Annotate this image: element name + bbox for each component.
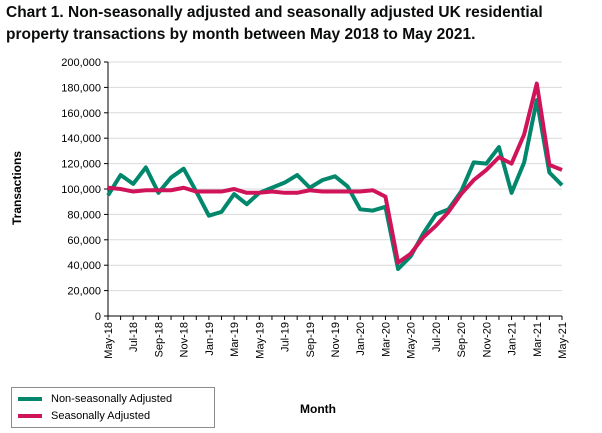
x-tick-label: May-21 bbox=[557, 322, 569, 359]
legend-item-seasonally-adjusted: Seasonally Adjusted bbox=[18, 410, 150, 422]
y-tick-label: 60,000 bbox=[67, 235, 101, 247]
x-tick-label: Jul-19 bbox=[280, 322, 292, 352]
y-tick-label: 20,000 bbox=[67, 286, 101, 298]
y-tick-label: 120,000 bbox=[61, 159, 101, 171]
y-tick-label: 160,000 bbox=[61, 108, 101, 120]
legend-swatch-non-seasonally-adjusted bbox=[18, 397, 42, 401]
x-tick-label: May-19 bbox=[254, 322, 266, 359]
x-tick-label: Mar-21 bbox=[532, 322, 544, 357]
y-tick-label: 80,000 bbox=[67, 209, 101, 221]
y-tick-label: 40,000 bbox=[67, 260, 101, 272]
x-tick-label: Sep-20 bbox=[456, 322, 468, 357]
x-tick-label: Jan-19 bbox=[204, 322, 216, 356]
legend-label: Seasonally Adjusted bbox=[51, 410, 151, 422]
x-tick-label: Nov-20 bbox=[481, 322, 493, 357]
series-line-seasonally-adjusted bbox=[107, 81, 563, 265]
x-tick-label: Jan-20 bbox=[355, 322, 367, 356]
x-tick-label: Nov-18 bbox=[179, 322, 191, 357]
x-tick-label: May-20 bbox=[406, 322, 418, 359]
legend-swatch-seasonally-adjusted bbox=[18, 414, 42, 418]
x-tick-label: Jan-21 bbox=[507, 322, 519, 356]
x-tick-label: Sep-19 bbox=[305, 322, 317, 357]
gridlines bbox=[108, 61, 562, 292]
y-tick-label: 200,000 bbox=[61, 57, 101, 69]
y-tick-label: 180,000 bbox=[61, 82, 101, 94]
x-tick-label: Jul-18 bbox=[128, 322, 140, 352]
x-tick-label: Mar-20 bbox=[380, 322, 392, 357]
chart-title: Chart 1. Non-seasonally adjusted and sea… bbox=[6, 4, 543, 43]
y-axis-label: Transactions bbox=[10, 150, 24, 226]
x-tick-label: May-18 bbox=[103, 322, 115, 359]
x-tick-label: Nov-19 bbox=[330, 322, 342, 357]
legend: Non-seasonally Adjusted Seasonally Adjus… bbox=[11, 387, 215, 428]
series-line-non-seasonally-adjusted bbox=[106, 98, 564, 272]
y-tick-label: 140,000 bbox=[61, 133, 101, 145]
x-tick-labels: May-18 Jul-18 Sep-18 Nov-18 Jan-19 Mar-19 May-… bbox=[103, 322, 569, 359]
y-tick-labels: 0 20,000 40,000 60,000 80,000 100,000 120,000 1… bbox=[61, 57, 101, 323]
legend-item-non-seasonally-adjusted: Non-seasonally Adjusted bbox=[18, 393, 172, 405]
x-axis-label: Month bbox=[300, 402, 336, 416]
x-tick-label: Sep-18 bbox=[153, 322, 165, 357]
x-tick-label: Jul-20 bbox=[431, 322, 443, 352]
legend-label: Non-seasonally Adjusted bbox=[51, 393, 173, 405]
x-tick-label: Mar-19 bbox=[229, 322, 241, 357]
series-lines bbox=[106, 81, 564, 272]
y-tick-label: 0 bbox=[95, 311, 101, 323]
y-tick-label: 100,000 bbox=[61, 184, 101, 196]
